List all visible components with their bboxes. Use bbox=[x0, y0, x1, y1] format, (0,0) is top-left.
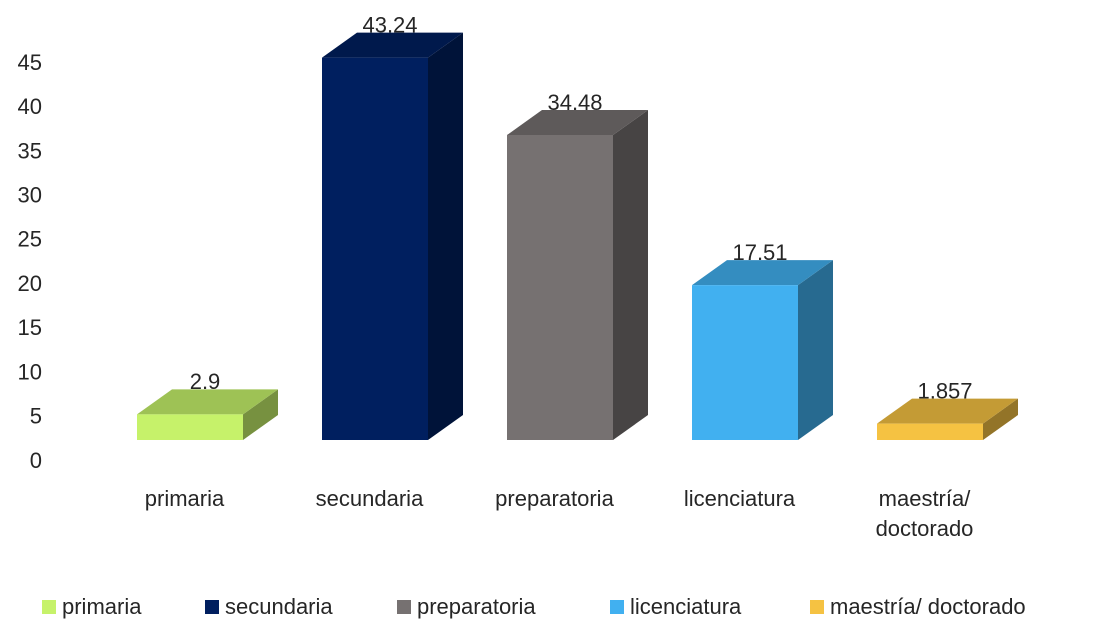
legend-label: preparatoria bbox=[417, 594, 536, 619]
bar-top bbox=[507, 110, 648, 136]
data-label: 2.9 bbox=[190, 369, 221, 394]
y-tick-label: 20 bbox=[18, 271, 42, 296]
bar-top bbox=[692, 260, 833, 286]
bar bbox=[137, 389, 278, 440]
y-tick-label: 0 bbox=[30, 448, 42, 473]
bar-front bbox=[877, 423, 983, 440]
legend-label: maestría/ doctorado bbox=[830, 594, 1026, 619]
x-tick-label: primaria bbox=[144, 486, 225, 511]
data-label: 34.48 bbox=[547, 90, 602, 115]
y-tick-label: 5 bbox=[30, 404, 42, 429]
bar-top bbox=[877, 398, 1018, 424]
bar-front bbox=[692, 285, 798, 440]
bar-top bbox=[322, 32, 463, 58]
bar bbox=[692, 260, 833, 440]
legend-swatch bbox=[205, 600, 219, 614]
legend-item: preparatoria bbox=[397, 594, 536, 620]
y-tick-label: 10 bbox=[18, 359, 42, 384]
bar-side bbox=[428, 32, 463, 440]
x-tick-label: maestría/ doctorado bbox=[875, 486, 974, 541]
y-tick-label: 30 bbox=[18, 182, 42, 207]
bar-front bbox=[507, 135, 613, 440]
legend-item: maestría/ doctorado bbox=[810, 594, 1026, 620]
legend-item: licenciatura bbox=[610, 594, 741, 620]
legend-swatch bbox=[42, 600, 56, 614]
bar-side bbox=[613, 110, 648, 441]
legend-label: licenciatura bbox=[630, 594, 742, 619]
y-tick-label: 15 bbox=[18, 315, 42, 340]
y-tick-label: 45 bbox=[18, 50, 42, 75]
legend-item: primaria bbox=[42, 594, 141, 620]
bar bbox=[507, 110, 648, 441]
legend-item: secundaria bbox=[205, 594, 333, 620]
bar-side bbox=[243, 389, 278, 440]
bar bbox=[322, 32, 463, 440]
legend-swatch bbox=[810, 600, 824, 614]
data-label: 17.51 bbox=[732, 240, 787, 265]
legend-label: secundaria bbox=[225, 594, 333, 619]
bar-front bbox=[137, 414, 243, 440]
x-tick-label: licenciatura bbox=[683, 486, 796, 511]
legend-swatch bbox=[610, 600, 624, 614]
bar-side bbox=[983, 398, 1018, 440]
legend-swatch bbox=[397, 600, 411, 614]
bar-top bbox=[137, 389, 278, 415]
bar-front bbox=[322, 57, 428, 440]
y-tick-label: 25 bbox=[18, 227, 42, 252]
x-tick-label: secundaria bbox=[315, 486, 424, 511]
data-label: 1.857 bbox=[917, 378, 972, 403]
legend-label: primaria bbox=[62, 594, 142, 619]
y-tick-label: 35 bbox=[18, 138, 42, 163]
x-tick-label: preparatoria bbox=[495, 486, 614, 511]
y-tick-label: 40 bbox=[18, 94, 42, 119]
bar bbox=[877, 398, 1018, 440]
data-label: 43.24 bbox=[362, 12, 417, 37]
bar-side bbox=[798, 260, 833, 440]
